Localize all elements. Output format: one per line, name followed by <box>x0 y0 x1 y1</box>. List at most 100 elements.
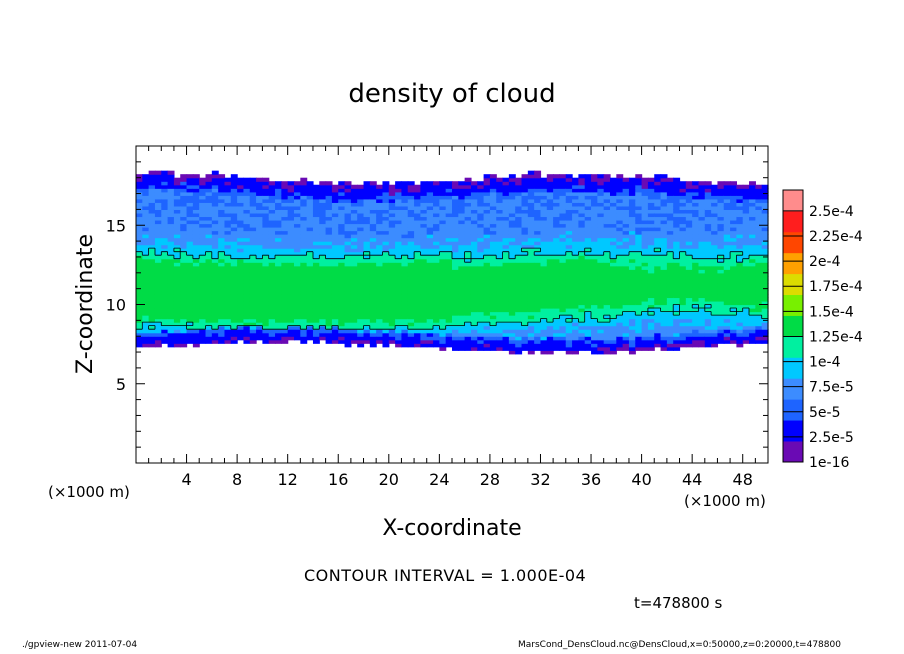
density-cell <box>325 297 333 302</box>
density-cell <box>136 251 143 256</box>
density-cell <box>647 227 655 232</box>
density-cell <box>622 181 630 186</box>
density-cell <box>369 195 377 200</box>
density-cell <box>578 304 586 309</box>
density-cell <box>458 227 466 232</box>
density-cell <box>199 290 207 295</box>
density-cell <box>452 258 459 263</box>
density-cell <box>148 315 156 320</box>
density-cell <box>344 237 352 242</box>
density-cell <box>205 308 213 313</box>
density-cell <box>249 262 257 267</box>
density-cell <box>268 265 276 270</box>
density-cell <box>692 283 700 288</box>
density-cell <box>331 216 339 221</box>
density-cell <box>268 300 276 306</box>
density-cell <box>363 198 371 203</box>
density-cell <box>546 181 554 186</box>
density-cell <box>237 188 245 193</box>
colorbar-swatch <box>783 315 803 337</box>
density-cell <box>388 198 396 203</box>
density-cell <box>685 322 693 327</box>
density-cell <box>584 290 592 295</box>
density-cell <box>736 191 744 196</box>
density-cell <box>559 311 567 316</box>
density-cell <box>369 191 377 196</box>
density-cell <box>508 174 516 179</box>
density-cell <box>692 308 700 313</box>
density-cell <box>268 276 276 281</box>
density-cell <box>300 195 308 200</box>
density-cell <box>142 234 150 239</box>
density-cell <box>597 272 605 277</box>
density-cell <box>711 251 719 256</box>
density-cell <box>167 237 175 242</box>
density-cell <box>363 258 371 263</box>
density-cell <box>186 286 194 292</box>
density-cell <box>616 269 624 274</box>
density-cell <box>622 265 630 270</box>
density-cell <box>698 283 706 288</box>
density-cell <box>180 272 188 277</box>
density-cell <box>673 336 681 341</box>
density-cell <box>154 300 162 306</box>
density-cell <box>249 329 257 334</box>
density-cell <box>584 216 592 221</box>
density-cell <box>268 244 276 249</box>
density-cell <box>357 241 365 246</box>
density-cell <box>483 346 491 351</box>
density-cell <box>401 230 409 235</box>
density-cell <box>584 336 592 341</box>
density-cell <box>414 297 421 302</box>
density-cell <box>470 198 478 203</box>
x-axis-label: X-coordinate <box>382 516 521 541</box>
density-cell <box>211 237 219 242</box>
density-cell <box>635 230 643 235</box>
density-cell <box>666 265 674 270</box>
density-cell <box>369 230 377 235</box>
density-cell <box>717 276 725 281</box>
density-cell <box>635 318 643 323</box>
density-cell <box>742 304 750 309</box>
density-cell <box>647 265 655 270</box>
density-cell <box>363 283 371 288</box>
chart-title: density of cloud <box>348 79 555 109</box>
density-cell <box>306 234 314 239</box>
density-cell <box>647 248 655 253</box>
density-cell <box>426 322 434 327</box>
density-cell <box>407 188 415 193</box>
density-cell <box>407 202 415 207</box>
density-cell <box>287 269 295 274</box>
density-cell <box>685 237 693 242</box>
density-cell <box>445 332 453 337</box>
density-cell <box>230 188 238 193</box>
density-cell <box>508 202 516 207</box>
density-cell <box>730 241 737 246</box>
density-cell <box>445 241 453 246</box>
density-cell <box>685 297 693 302</box>
density-cell <box>546 336 554 341</box>
density-cell <box>249 258 257 263</box>
density-cell <box>717 311 725 316</box>
x-tick-label: 4 <box>181 470 191 489</box>
density-cell <box>470 212 478 218</box>
density-cell <box>489 198 497 203</box>
density-cell <box>742 290 750 295</box>
density-cell <box>749 272 756 277</box>
density-cell <box>224 234 232 239</box>
density-cell <box>470 279 478 284</box>
density-cell <box>641 244 649 249</box>
density-cell <box>572 223 579 228</box>
density-cell <box>692 304 700 309</box>
density-cell <box>527 244 535 249</box>
density-cell <box>540 332 548 337</box>
density-cell <box>749 325 756 330</box>
density-cell <box>319 209 327 214</box>
density-cell <box>452 198 459 203</box>
density-cell <box>660 184 668 189</box>
density-cell <box>224 332 232 337</box>
density-cell <box>395 311 403 316</box>
density-cell <box>660 174 668 179</box>
density-cell <box>565 248 573 253</box>
density-cell <box>565 329 573 334</box>
